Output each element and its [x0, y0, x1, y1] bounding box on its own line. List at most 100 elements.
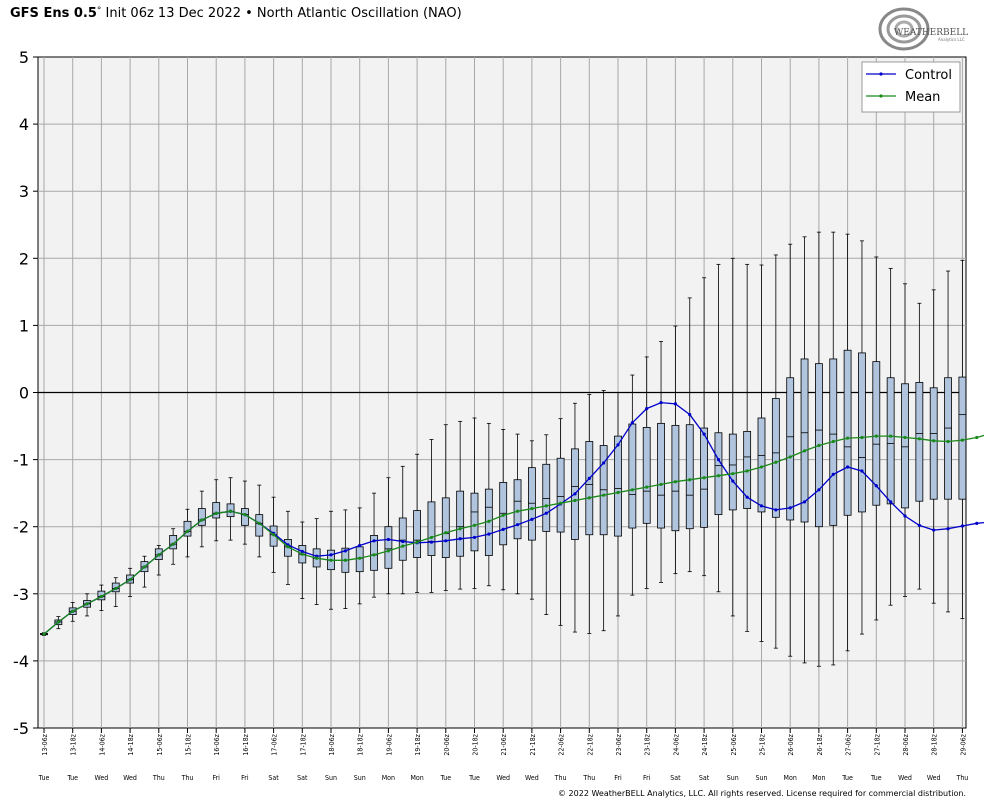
x-axis: 13-06z Tue 13-18z Tue 14-06z Wed 14-18z Wed 15-0… [38, 728, 968, 782]
x-time-label: 21-18z [529, 733, 537, 755]
x-time-label: 27-06z [845, 733, 853, 755]
logo-text: WEATHERBELL [894, 28, 968, 38]
series-point [99, 594, 103, 599]
box-plot [915, 302, 924, 590]
x-day-label: Wed [525, 774, 539, 782]
series-point [300, 552, 304, 556]
y-tick-label: 2 [19, 249, 29, 268]
x-day-label: Sun [756, 774, 768, 782]
y-tick-label: -4 [13, 652, 29, 671]
series-mean [42, 434, 984, 636]
series-point [831, 472, 835, 476]
x-day-label: Fri [241, 774, 249, 782]
series-point [444, 531, 448, 535]
series-point [559, 501, 563, 505]
box-plot [528, 440, 536, 600]
box-plot [671, 325, 680, 575]
y-tick-label: -1 [13, 451, 29, 470]
series-point [831, 439, 835, 444]
box-body [786, 377, 795, 521]
x-day-label: Tue [439, 774, 451, 782]
box-body [384, 526, 393, 569]
series-point [817, 443, 821, 448]
series-point [257, 521, 261, 525]
x-day-label: Sun [325, 774, 337, 782]
x-day-label: Tue [66, 774, 78, 782]
series-point [645, 407, 649, 411]
box-plot [929, 289, 938, 604]
series-point [444, 539, 448, 543]
x-day-label: Tue [870, 774, 882, 782]
box-body [614, 435, 622, 537]
series-point [243, 513, 247, 517]
series-point [200, 518, 204, 522]
series-point [716, 458, 721, 462]
x-time-label: 14-06z [98, 733, 106, 755]
box-plot [513, 433, 522, 595]
box-body [370, 535, 378, 571]
series-point [903, 435, 907, 440]
box-body [398, 517, 407, 561]
x-time-label: 23-18z [644, 733, 652, 755]
series-point [401, 539, 405, 544]
series-point [917, 437, 921, 441]
x-time-label: 26-06z [787, 733, 795, 755]
series-point [272, 533, 276, 537]
box-plot [456, 420, 465, 590]
box-plot [599, 390, 608, 632]
series-point [731, 479, 735, 483]
x-time-label: 17-06z [271, 733, 279, 755]
series-point [645, 485, 649, 489]
series-point [932, 528, 936, 532]
series-point [889, 434, 893, 438]
series-point [286, 545, 290, 549]
series-point [329, 553, 333, 557]
box-body [944, 377, 952, 500]
series-point [185, 529, 190, 533]
series-point [788, 506, 792, 510]
series-point [114, 586, 118, 591]
box-body [915, 382, 924, 502]
box-body [585, 441, 594, 536]
degree-symbol: ° [96, 6, 102, 16]
x-time-label: 24-18z [701, 733, 709, 755]
x-day-label: Mon [382, 774, 395, 782]
box-plot [585, 394, 594, 634]
series-point [788, 455, 792, 459]
x-day-label: Wed [927, 774, 941, 782]
box-plot [685, 297, 694, 573]
box-body [671, 424, 680, 532]
series-point [860, 435, 864, 440]
x-time-label: 25-06z [730, 733, 738, 755]
legend-entry: Control [905, 68, 952, 83]
box-body [958, 376, 967, 500]
x-time-label: 28-06z [902, 733, 910, 755]
series-point [946, 439, 950, 444]
box-body [628, 423, 637, 529]
box-body [556, 457, 565, 533]
series-point [343, 558, 347, 562]
series-point [372, 539, 376, 543]
x-day-label: Thu [181, 774, 194, 782]
box-body [886, 377, 895, 505]
box-body [528, 467, 536, 541]
x-day-label: Wed [496, 774, 510, 782]
x-day-label: Sat [670, 774, 681, 782]
series-point [688, 413, 692, 417]
series-point [846, 465, 850, 469]
series-point [71, 609, 75, 613]
series-point [515, 509, 520, 513]
series-point [544, 511, 548, 515]
x-time-label: 16-18z [242, 733, 250, 755]
x-time-label: 25-18z [759, 733, 767, 755]
legend-box [861, 61, 961, 113]
box-plot [800, 236, 809, 664]
box-plot [958, 259, 967, 620]
weatherbell-logo: WEATHERBELL Analytics LLC [878, 7, 968, 51]
series-point [774, 460, 778, 464]
box-plot [886, 267, 895, 606]
y-axis: 5 4 3 2 1 0 -1 -2 -3 -4 -5 [13, 48, 38, 738]
x-time-label: 20-18z [472, 733, 480, 755]
series-point [817, 488, 821, 492]
x-day-label: Thu [152, 774, 165, 782]
